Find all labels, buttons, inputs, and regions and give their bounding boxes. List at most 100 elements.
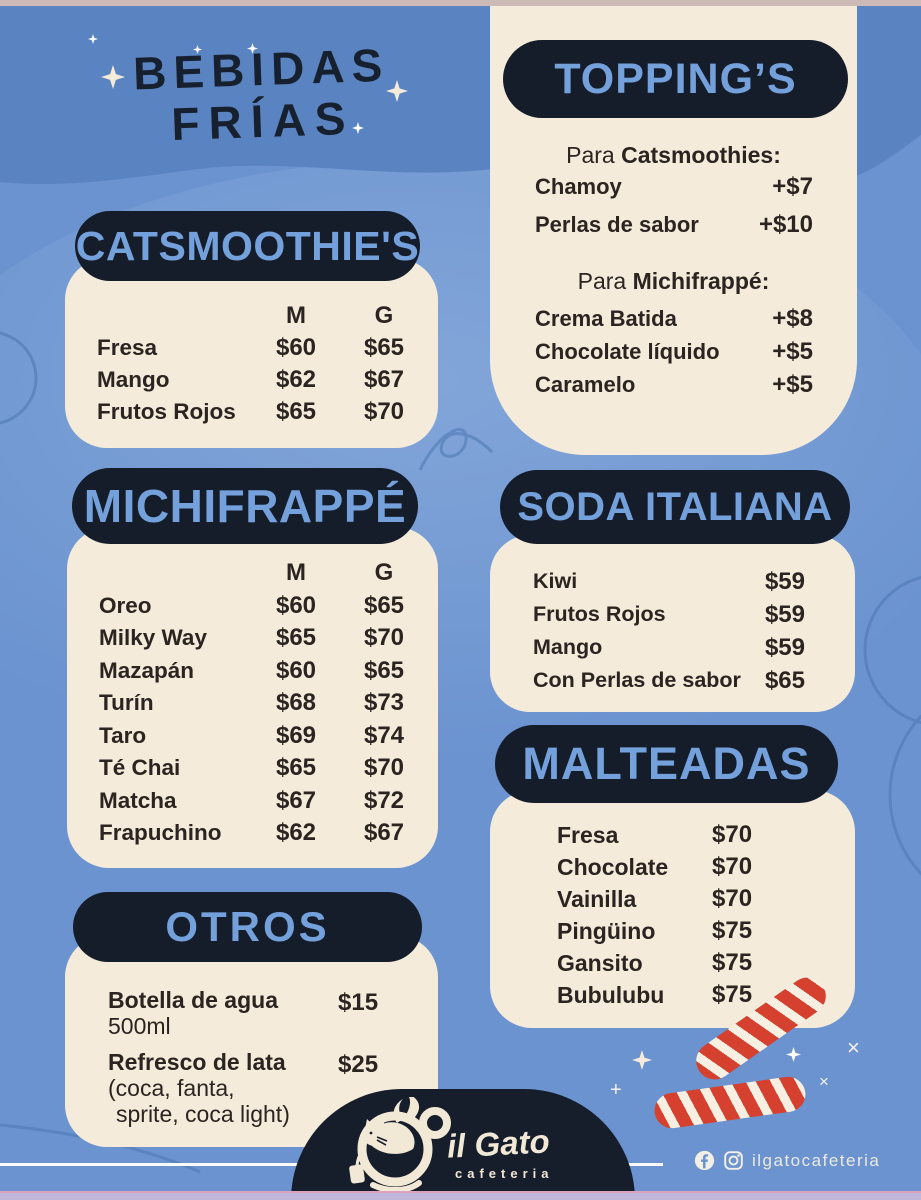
intro-target: Catsmoothies: [621, 142, 781, 168]
intro-target: Michifrappé: [632, 268, 770, 294]
menu-item-row: Gansito $75 [490, 947, 855, 979]
toppings-group-intro: Para Catsmoothies: [490, 142, 857, 168]
card-catsmoothies: M G Fresa $60 $65 Mango $62 $67 Frutos R… [65, 258, 438, 448]
menu-item-row: Milky Way $65 $70 [67, 622, 438, 655]
menu-item-row: Frutos Rojos $65 $70 [65, 396, 438, 428]
page-title: BEBIDAS FRÍAS [90, 36, 433, 152]
menu-item-row: Frutos Rojos $59 [490, 598, 855, 631]
item-price: +$8 [772, 304, 813, 332]
item-price-m: $60 [275, 656, 317, 684]
card-soda-italiana: Kiwi $59 Frutos Rojos $59 Mango $59 Con … [490, 535, 855, 712]
item-name: Kiwi [533, 569, 578, 593]
item-price: $59 [764, 633, 805, 661]
bottom-edge-strip [0, 1191, 921, 1200]
section-header-otros: OTROS [73, 892, 422, 962]
cat-cup-logo-icon [349, 1097, 451, 1193]
item-name: Refresco de lata [108, 1049, 286, 1075]
section-title: TOPPING’S [554, 54, 797, 103]
menu-item-row: Refresco de lata (coca, fanta, sprite, c… [65, 1049, 438, 1127]
item-price-m: $62 [275, 366, 317, 393]
card-otros: Botella de agua 500ml $15 Refresco de la… [65, 935, 438, 1147]
item-name: Pingüino [557, 917, 656, 944]
card-michifrappe: M G Oreo $60 $65 Milky Way $65 $70 Mazap… [67, 527, 438, 868]
section-title: MICHIFRAPPÉ [83, 480, 407, 532]
item-name: Chocolate [557, 853, 669, 880]
item-price: $75 [712, 981, 753, 1008]
intro-prefix: Para [566, 142, 622, 168]
sparkle-star-icon [88, 34, 98, 44]
menu-item-row: Fresa $70 [490, 819, 855, 851]
item-name: Frapuchino [99, 820, 222, 846]
item-name: Gansito [557, 949, 643, 976]
item-price-m: $62 [275, 819, 317, 847]
toppings-group-intro: Para Michifrappé: [490, 268, 857, 294]
top-edge-strip [0, 0, 921, 6]
item-name: Frutos Rojos [533, 602, 666, 626]
section-header-soda-italiana: SODA ITALIANA [500, 470, 850, 544]
menu-item-row: Pingüino $75 [490, 915, 855, 947]
item-name: Taro [99, 722, 147, 748]
plus-sparkle-icon: + [610, 1079, 622, 1101]
social-links: ilgatocafeteria [694, 1150, 880, 1171]
item-price: $59 [764, 600, 805, 628]
menu-item-row: Oreo $60 $65 [67, 590, 438, 623]
section-header-malteadas: MALTEADAS [495, 725, 838, 803]
item-price: +$7 [772, 173, 813, 200]
item-price-g: $70 [363, 754, 405, 782]
menu-item-row: Caramelo +$5 [490, 368, 857, 401]
footer-dome: il Gato cafeteria [291, 1089, 635, 1200]
item-price-m: $60 [275, 591, 317, 619]
item-name: Turín [99, 690, 154, 716]
size-header-row: M G [65, 300, 438, 332]
item-price: +$10 [758, 211, 813, 238]
section-header-catsmoothies: CATSMOOTHIE'S [75, 211, 420, 281]
item-name: Matcha [99, 787, 177, 813]
menu-item-row: Chamoy +$7 [490, 168, 857, 206]
item-name: Botella de agua [108, 987, 278, 1013]
intro-prefix: Para [577, 268, 633, 294]
instagram-icon [724, 1151, 743, 1170]
item-name: Milky Way [99, 625, 207, 651]
sparkle-star-icon [193, 45, 202, 54]
size-header-row: M G [67, 557, 438, 590]
item-price-m: $65 [275, 754, 317, 782]
brand-name: il Gato [446, 1122, 551, 1165]
brand-subtitle: cafeteria [455, 1166, 554, 1181]
item-price: $25 [338, 1051, 379, 1078]
menu-item-row: Bubulubu $75 [490, 979, 855, 1011]
item-name: Mazapán [99, 657, 195, 683]
item-name: Oreo [99, 592, 152, 618]
item-price: $70 [712, 853, 753, 880]
menu-item-row: Vainilla $70 [490, 883, 855, 915]
item-detail: 500ml [108, 1013, 171, 1039]
item-name: Fresa [97, 335, 158, 360]
item-price: $70 [712, 821, 753, 848]
menu-item-row: Mazapán $60 $65 [67, 655, 438, 688]
menu-item-row: Perlas de sabor +$10 [490, 206, 857, 244]
item-price: $59 [764, 567, 805, 595]
item-price-m: $67 [275, 786, 317, 814]
item-detail: sprite, coca light) [116, 1101, 290, 1127]
item-price-m: $65 [275, 624, 317, 652]
menu-item-row: Turín $68 $73 [67, 687, 438, 720]
item-name: Con Perlas de sabor [533, 668, 741, 692]
menu-item-row: Crema Batida +$8 [490, 302, 857, 335]
item-name: Té Chai [99, 755, 181, 781]
item-name: Perlas de sabor [535, 212, 699, 237]
item-price-g: $67 [363, 819, 405, 847]
facebook-icon [694, 1150, 715, 1171]
menu-item-row: Frapuchino $62 $67 [67, 817, 438, 850]
size-col-m: M [286, 302, 306, 329]
item-price-g: $72 [363, 786, 405, 814]
cross-sparkle-icon: × [847, 1035, 860, 1060]
item-price: $70 [712, 885, 753, 912]
item-price: $65 [764, 666, 805, 694]
item-price-m: $65 [275, 398, 317, 425]
menu-item-row: Té Chai $65 $70 [67, 752, 438, 785]
section-title: CATSMOOTHIE'S [75, 222, 420, 269]
menu-item-row: Fresa $60 $65 [65, 332, 438, 364]
item-price: $75 [712, 949, 753, 976]
item-name: Crema Batida [535, 305, 677, 331]
sparkle-star-icon [247, 43, 258, 54]
